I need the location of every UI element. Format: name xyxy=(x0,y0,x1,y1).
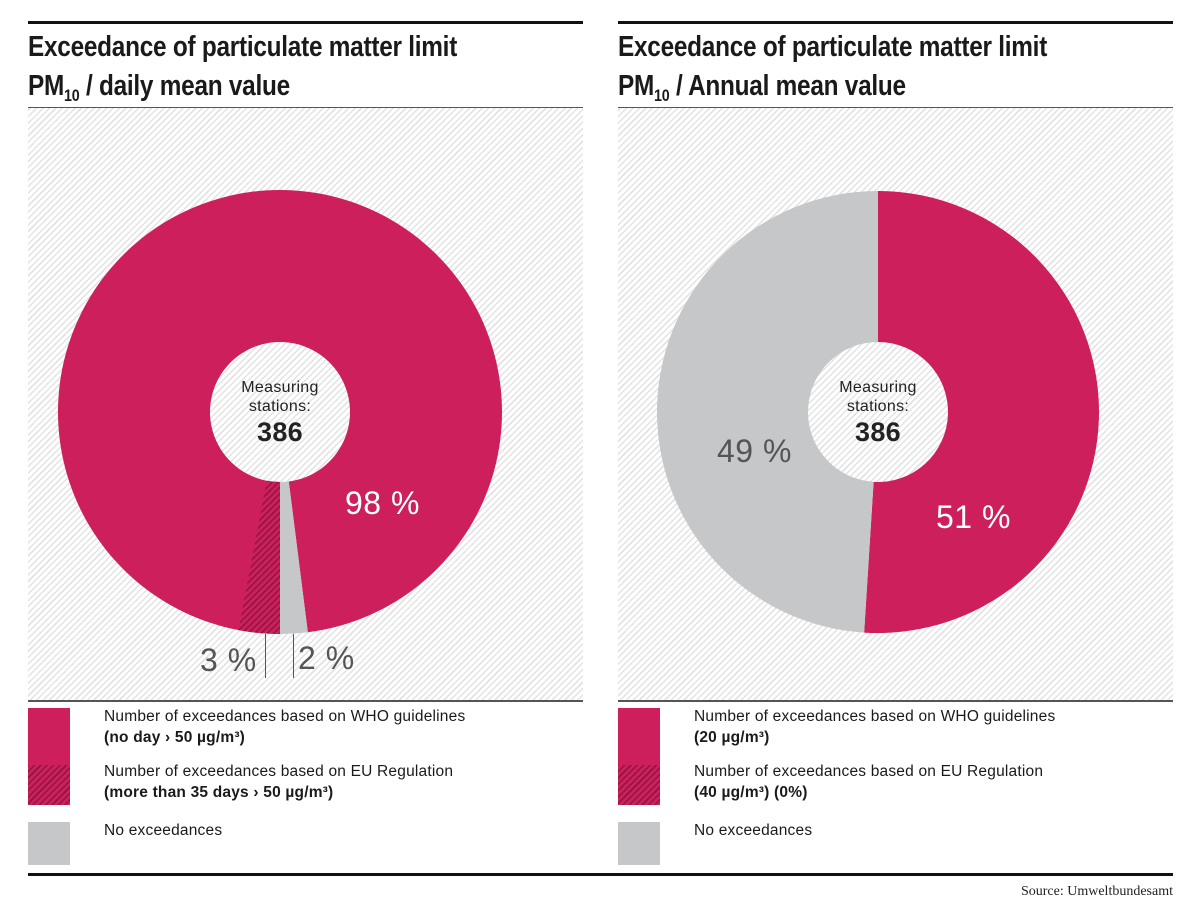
legend-label: Number of exceedances based on EU Regula… xyxy=(694,763,1044,780)
data-label-eu: 3 % xyxy=(200,642,257,678)
donut-chart xyxy=(657,191,1100,633)
plot-rule xyxy=(28,700,583,702)
title-subscript: 10 xyxy=(654,86,670,105)
title-line-2: / Annual mean value xyxy=(675,70,906,102)
bottom-rule xyxy=(28,873,1173,876)
title-line-1: Exceedance of particulate matter limit xyxy=(618,31,1048,63)
center-label-text: Measuring stations: xyxy=(839,379,917,415)
center-label-text: Measuring stations: xyxy=(241,379,319,415)
legend-label: No exceedances xyxy=(694,822,813,839)
slice-eu xyxy=(238,480,280,634)
legend-detail: (20 µg/m³) xyxy=(694,729,770,746)
legend-item-who: Number of exceedances based on WHO guide… xyxy=(694,706,1055,748)
legend-item-who: Number of exceedances based on WHO guide… xyxy=(104,706,465,748)
leader-line-none xyxy=(293,634,294,678)
legend-item-eu: Number of exceedances based on EU Regula… xyxy=(104,761,453,803)
slice-none xyxy=(280,481,308,634)
legend-swatch-eu xyxy=(28,765,70,805)
legend-detail: (more than 35 days › 50 µg/m³) xyxy=(104,784,334,801)
daily-mean-panel: Exceedance of particulate matter limit P… xyxy=(28,0,583,876)
legend-label: Number of exceedances based on WHO guide… xyxy=(104,708,466,725)
chart-title: Exceedance of particulate matter limit P… xyxy=(28,28,457,106)
data-label-who: 51 % xyxy=(936,499,1011,535)
legend-swatch-eu xyxy=(618,765,660,805)
legend-label: Number of exceedances based on EU Regula… xyxy=(104,763,454,780)
annual-mean-panel: Exceedance of particulate matter limit P… xyxy=(618,0,1173,876)
legend-swatch-who xyxy=(618,708,660,765)
center-value: 386 xyxy=(855,417,901,447)
data-label-none: 49 % xyxy=(717,433,792,469)
pie-plot-area: Measuring stations: 386 98 % 3 % 2 % xyxy=(28,108,583,700)
slice-none xyxy=(657,191,878,633)
legend-item-none: No exceedances xyxy=(104,820,222,841)
title-line-2: / daily mean value xyxy=(85,70,290,102)
title-pm: PM xyxy=(28,70,65,102)
chart-title: Exceedance of particulate matter limit P… xyxy=(618,28,1047,106)
center-label: Measuring stations: 386 xyxy=(808,378,948,448)
legend-item-none: No exceedances xyxy=(694,820,812,841)
pie-plot-area: Measuring stations: 386 51 % 49 % xyxy=(618,108,1173,700)
donut-chart xyxy=(57,190,502,634)
slice-who xyxy=(57,190,502,634)
top-rule xyxy=(618,21,1173,24)
legend-item-eu: Number of exceedances based on EU Regula… xyxy=(694,761,1043,803)
title-pm: PM xyxy=(618,70,655,102)
legend-detail: (40 µg/m³) (0%) xyxy=(694,784,808,801)
title-subscript: 10 xyxy=(64,86,80,105)
source-note: Source: Umweltbundesamt xyxy=(1020,884,1173,899)
legend: Number of exceedances based on WHO guide… xyxy=(618,708,1173,866)
title-rule xyxy=(618,107,1173,108)
legend: Number of exceedances based on WHO guide… xyxy=(28,708,583,866)
legend-detail: (no day › 50 µg/m³) xyxy=(104,729,246,746)
legend-swatch-who xyxy=(28,708,70,765)
slice-who xyxy=(864,191,1100,633)
data-label-who: 98 % xyxy=(345,485,420,521)
legend-swatch-none xyxy=(618,822,660,865)
top-rule xyxy=(28,21,583,24)
data-label-none: 2 % xyxy=(298,640,355,676)
plot-rule xyxy=(618,700,1173,702)
legend-label: No exceedances xyxy=(104,822,223,839)
title-line-1: Exceedance of particulate matter limit xyxy=(28,31,458,63)
center-label: Measuring stations: 386 xyxy=(210,378,350,448)
center-value: 386 xyxy=(257,417,303,447)
legend-swatch-none xyxy=(28,822,70,865)
leader-line-eu xyxy=(265,634,266,678)
legend-label: Number of exceedances based on WHO guide… xyxy=(694,708,1056,725)
title-rule xyxy=(28,107,583,108)
